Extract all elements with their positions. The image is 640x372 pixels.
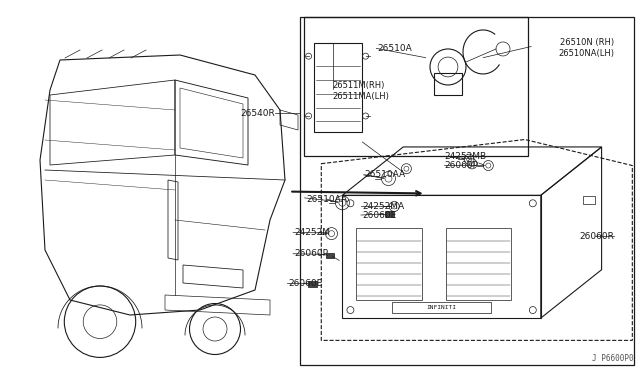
Text: 26510A: 26510A xyxy=(378,44,412,53)
Text: 26511M(RH)
26511MA(LH): 26511M(RH) 26511MA(LH) xyxy=(333,81,390,101)
Text: 26510N (RH)
26510NA(LH): 26510N (RH) 26510NA(LH) xyxy=(558,38,614,58)
Bar xyxy=(304,17,528,156)
Bar xyxy=(385,211,394,217)
Bar xyxy=(308,281,317,287)
Bar xyxy=(392,302,492,313)
Text: 26510AA: 26510AA xyxy=(306,195,347,203)
Text: 26060E: 26060E xyxy=(362,211,397,220)
Text: 24252M: 24252M xyxy=(294,228,330,237)
Text: 26060E: 26060E xyxy=(288,279,323,288)
Bar xyxy=(356,228,422,300)
Text: INFINITI: INFINITI xyxy=(427,305,456,310)
Text: 26060P: 26060P xyxy=(294,249,328,258)
Bar xyxy=(300,17,634,365)
Bar xyxy=(584,196,595,204)
Bar xyxy=(445,228,511,300)
Text: 26060P: 26060P xyxy=(445,161,479,170)
Text: 24252MB: 24252MB xyxy=(445,152,487,161)
Text: 24252MA: 24252MA xyxy=(362,202,404,211)
Text: 26540R: 26540R xyxy=(241,109,275,118)
Bar xyxy=(326,253,334,258)
Text: 26510AA: 26510AA xyxy=(365,170,406,179)
Bar xyxy=(314,43,362,132)
Text: 26060R: 26060R xyxy=(580,232,614,241)
Bar xyxy=(434,73,462,95)
Text: J P6600P0: J P6600P0 xyxy=(592,354,634,363)
